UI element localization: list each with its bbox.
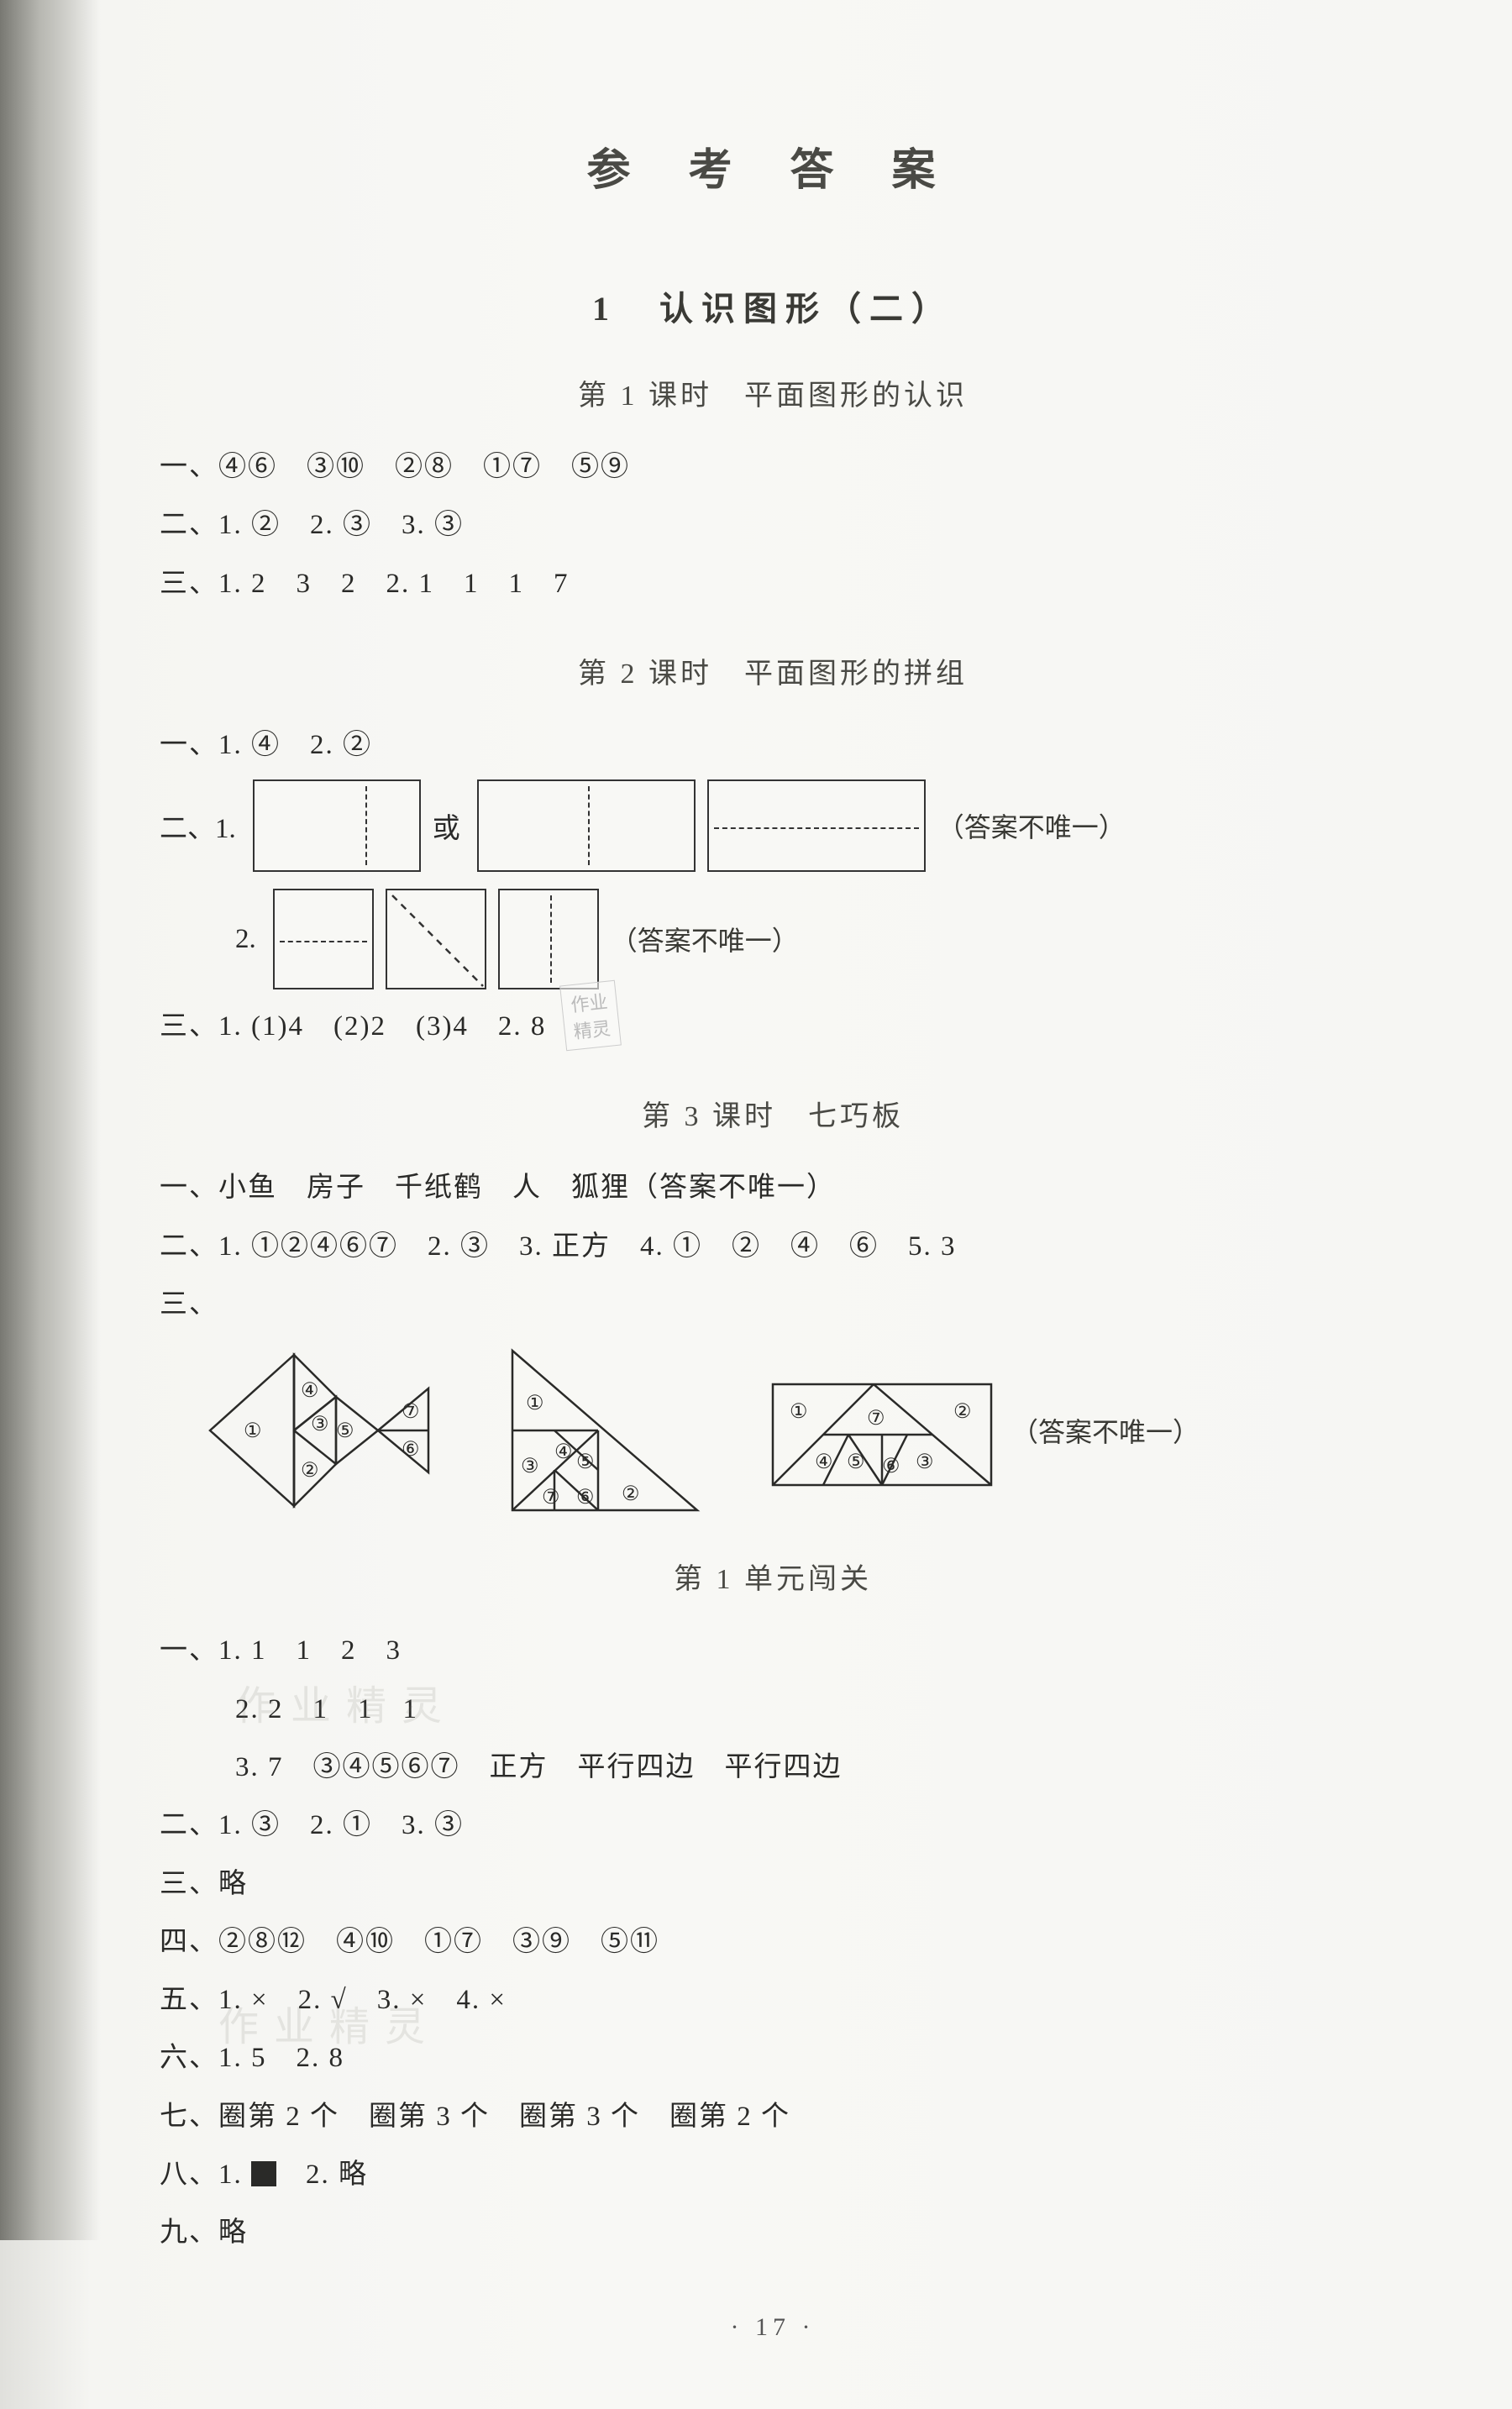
page-binding-shadow <box>0 0 101 2240</box>
l2-shape-row-1: 二、1. 或 （答案不唯一） <box>160 779 1386 872</box>
rect-num-1: ① <box>790 1401 808 1423</box>
rect-num-7: ⑦ <box>867 1408 885 1430</box>
shape-sq-1 <box>273 889 374 989</box>
fish-num-5: ⑤ <box>336 1420 354 1442</box>
unit-d: 四、②⑧⑫ ④⑩ ①⑦ ③⑨ ⑤⑪ <box>160 1913 1386 1971</box>
fish-num-4: ④ <box>301 1380 319 1402</box>
tri-num-2: ② <box>622 1483 640 1505</box>
l1-line-c: 三、1. 2 3 2 2. 1 1 1 7 <box>160 555 1386 613</box>
tri-num-7: ⑦ <box>542 1487 560 1509</box>
unit-f: 六、1. 5 2. 8 <box>160 2029 1386 2087</box>
l1-line-a: 一、④⑥ ③⑩ ②⑧ ①⑦ ⑤⑨ <box>160 438 1386 496</box>
l2-line-d: 三、1. (1)4 (2)2 (3)4 2. 8 <box>160 998 1386 1056</box>
l2-row2-label: 2. <box>235 924 256 955</box>
l3-line-a: 一、小鱼 房子 千纸鹤 人 狐狸（答案不唯一） <box>160 1159 1386 1217</box>
diag-dash-svg <box>387 890 488 991</box>
unit-h2: 2. 略 <box>276 2160 368 2190</box>
shape-sq-2 <box>386 889 486 989</box>
l2-row1-note: （答案不唯一） <box>937 806 1126 845</box>
or-label: 或 <box>433 806 460 846</box>
tri-num-5: ⑤ <box>576 1451 595 1473</box>
unit-b: 二、1. ③ 2. ① 3. ③ <box>160 1797 1386 1855</box>
unit-a3: 3. 7 ③④⑤⑥⑦ 正方 平行四边 平行四边 <box>160 1739 1386 1797</box>
dash-line <box>365 786 367 865</box>
unit-e: 五、1. × 2. √ 3. × 4. × <box>160 1971 1386 2029</box>
shape-sq-3 <box>498 889 599 989</box>
unit-c: 三、略 <box>160 1855 1386 1913</box>
unit-title: 第 1 单元闯关 <box>160 1556 1386 1597</box>
dash-line <box>588 786 590 865</box>
unit-h: 八、1. 2. 略 <box>160 2146 1386 2204</box>
rect-num-4: ④ <box>815 1451 833 1473</box>
fish-num-7: ⑦ <box>402 1401 420 1423</box>
l2-line-a: 一、1. ④ 2. ② <box>160 716 1386 774</box>
tri-num-6: ⑥ <box>576 1487 595 1509</box>
rect-num-2: ② <box>953 1401 972 1423</box>
section-title: 1 认识图形（二） <box>160 281 1386 330</box>
l2-row2-note: （答案不唯一） <box>611 920 799 958</box>
watermark-stamp-text: 作业 精灵 <box>570 991 612 1042</box>
tri-num-4: ④ <box>554 1441 573 1463</box>
l2-shape-row-2: 2. （答案不唯一） <box>160 889 1386 989</box>
fish-num-2: ② <box>301 1460 319 1482</box>
l2-row1-label: 二、1. <box>160 806 236 846</box>
lesson-2-title: 第 2 课时 平面图形的拼组 <box>160 650 1386 691</box>
shape-rect-3 <box>707 779 926 872</box>
dash-line <box>280 941 367 942</box>
tri-num-3: ③ <box>521 1456 539 1477</box>
unit-h1: 八、1. <box>160 2160 251 2190</box>
page-title: 参 考 答 案 <box>160 134 1386 197</box>
tangram-rect: ① ② ③ ④ ⑤ ⑥ ⑦ <box>764 1367 1000 1493</box>
dash-line <box>550 895 552 983</box>
unit-g: 七、圈第 2 个 圈第 3 个 圈第 3 个 圈第 2 个 <box>160 2088 1386 2146</box>
fish-num-6: ⑥ <box>402 1439 420 1461</box>
shape-rect-1 <box>253 779 421 872</box>
rect-num-6: ⑥ <box>882 1456 900 1477</box>
tangram-row: ① ② ③ ④ ⑤ ⑥ ⑦ <box>193 1342 1386 1519</box>
dash-line <box>714 827 919 829</box>
shape-rect-2 <box>477 779 696 872</box>
unit-i: 九、略 <box>160 2204 1386 2262</box>
tangram-triangle: ① ② ③ ④ ⑤ ⑥ ⑦ <box>496 1342 714 1519</box>
watermark-stamp: 作业 精灵 <box>559 980 622 1051</box>
fish-num-1: ① <box>244 1420 262 1442</box>
page-number: · 17 · <box>160 2313 1386 2342</box>
rect-num-5: ⑤ <box>847 1451 865 1473</box>
lesson-1-title: 第 1 课时 平面图形的认识 <box>160 372 1386 413</box>
unit-a2: 2. 2 1 1 1 <box>160 1681 1386 1739</box>
fish-num-3: ③ <box>311 1414 329 1435</box>
l1-line-b: 二、1. ② 2. ③ 3. ③ <box>160 496 1386 554</box>
black-square-icon <box>251 2161 276 2186</box>
tangram-fish: ① ② ③ ④ ⑤ ⑥ ⑦ <box>193 1346 445 1514</box>
rect-num-3: ③ <box>916 1451 934 1473</box>
tangram-note: （答案不唯一） <box>1011 1411 1200 1450</box>
l3-line-c: 三、 <box>160 1276 1386 1334</box>
tri-num-1: ① <box>526 1393 544 1414</box>
l3-line-b: 二、1. ①②④⑥⑦ 2. ③ 3. 正方 4. ① ② ④ ⑥ 5. 3 <box>160 1218 1386 1276</box>
unit-a: 一、1. 1 1 2 3 <box>160 1622 1386 1680</box>
lesson-3-title: 第 3 课时 七巧板 <box>160 1093 1386 1134</box>
